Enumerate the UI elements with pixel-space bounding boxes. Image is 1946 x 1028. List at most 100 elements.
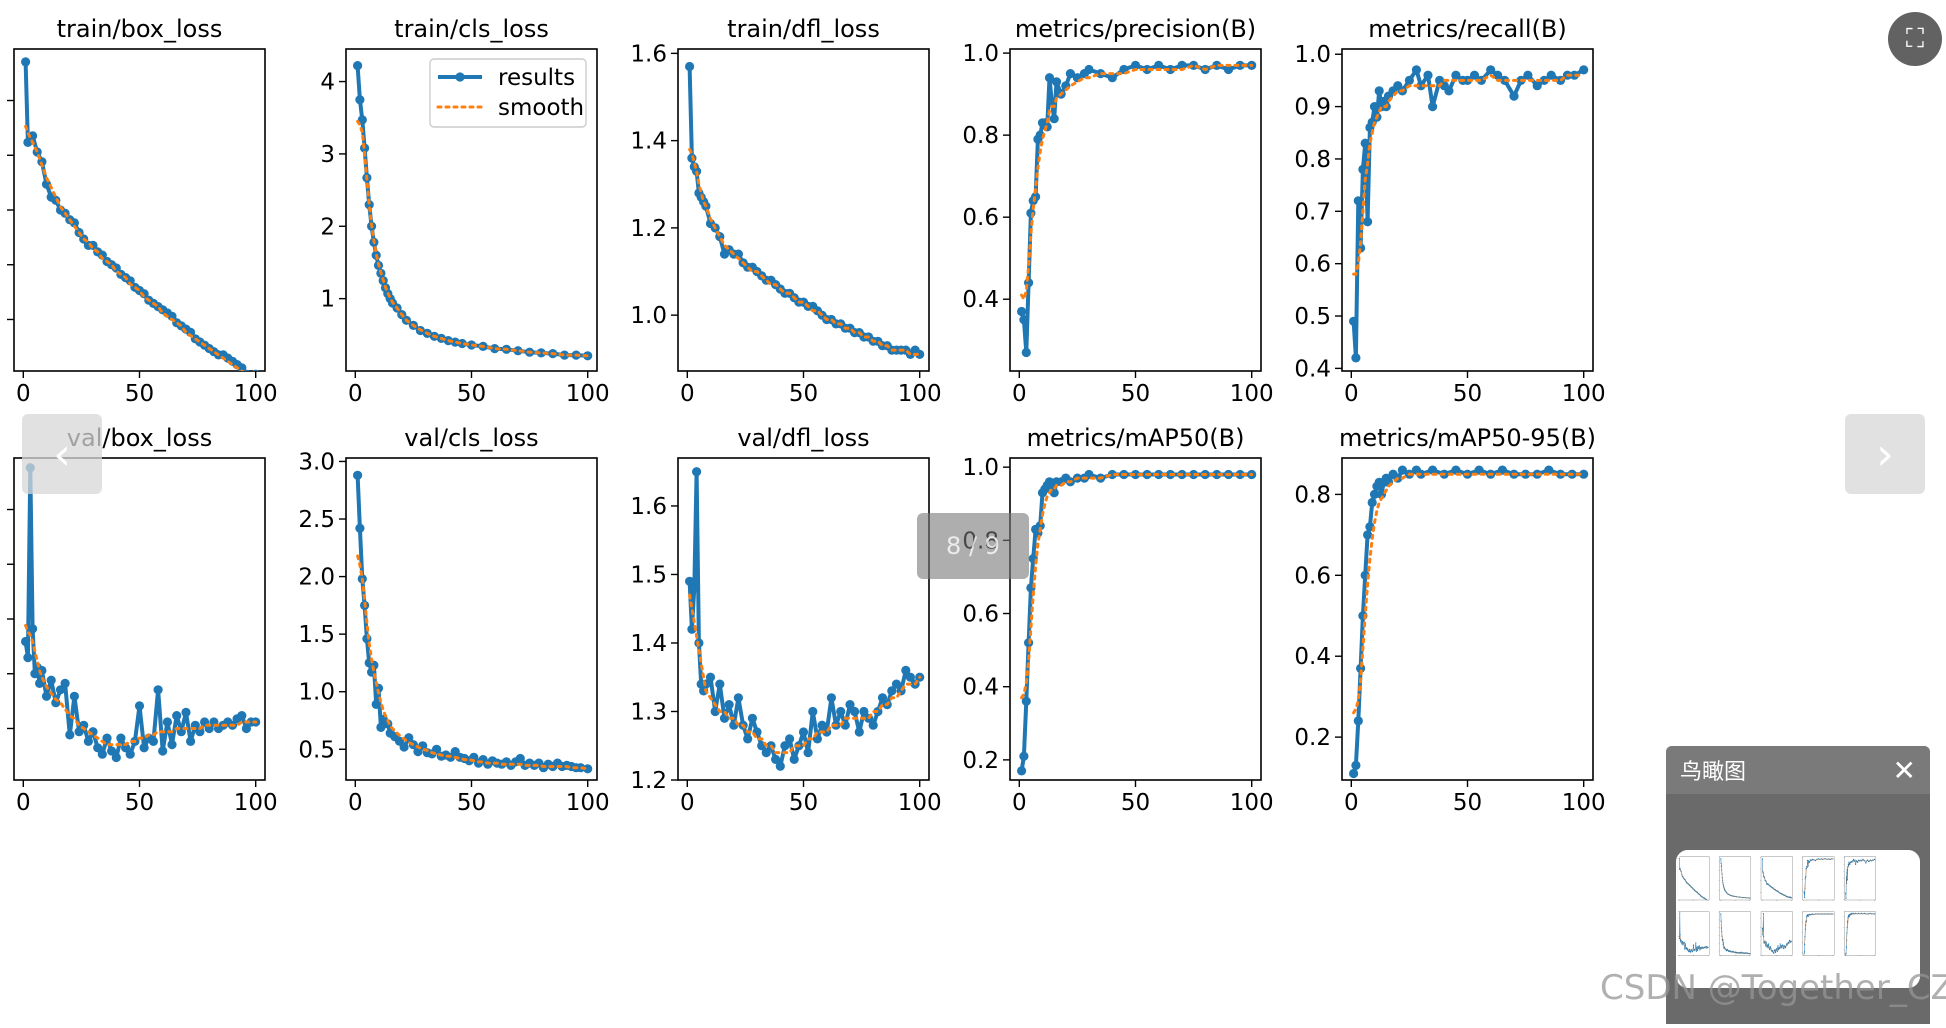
series-line-results	[23, 61, 247, 371]
next-image-button[interactable]: ›	[1845, 414, 1925, 494]
y-tick-label: 1.0	[630, 303, 667, 329]
data-point	[747, 713, 758, 723]
data-point	[1855, 912, 1857, 914]
data-point	[1860, 859, 1862, 861]
y-tick-label: 0.5	[1294, 304, 1331, 330]
data-point	[1416, 81, 1426, 91]
chart-title: metrics/recall(B)	[1368, 15, 1566, 43]
page-counter: 8 / 9	[917, 513, 1029, 579]
data-point	[1696, 949, 1699, 951]
data-point	[1860, 912, 1863, 914]
data-point	[102, 733, 112, 743]
y-tick-label: 1.0	[1294, 42, 1331, 68]
data-point	[724, 700, 734, 710]
data-point	[1693, 950, 1695, 952]
series-line-smooth	[1845, 913, 1875, 947]
data-point	[116, 733, 126, 743]
data-point	[1691, 950, 1693, 952]
data-point	[1369, 102, 1380, 112]
data-point	[1084, 64, 1094, 75]
data-point	[1773, 952, 1775, 954]
y-tick-label: 4	[320, 70, 335, 96]
data-point	[1353, 716, 1363, 726]
data-point	[1784, 947, 1787, 949]
data-point	[1696, 946, 1698, 948]
series-line-smooth	[1679, 866, 1707, 900]
data-point	[357, 115, 367, 125]
watermark: CSDN @Together_CZ	[1600, 968, 1946, 1008]
data-point	[1017, 766, 1027, 776]
chart-title: train/cls_loss	[394, 15, 549, 43]
series-line-smooth	[24, 124, 245, 371]
data-point	[685, 576, 695, 586]
y-tick-label: 3.0	[298, 449, 335, 475]
data-point	[1822, 858, 1824, 860]
data-point	[1363, 217, 1373, 227]
data-point	[1497, 465, 1507, 475]
data-point	[1363, 530, 1373, 540]
data-point	[364, 200, 374, 210]
fullscreen-button[interactable]: ⛶	[1888, 12, 1942, 66]
data-point	[1783, 948, 1785, 950]
data-point	[513, 346, 523, 356]
previous-image-button[interactable]: ‹	[22, 414, 102, 494]
data-point	[1804, 896, 1806, 899]
data-point	[1044, 73, 1055, 83]
axes-frame	[13, 457, 266, 781]
subplot-metrics-recall-b	[1843, 856, 1876, 901]
data-point	[355, 523, 365, 533]
data-point	[353, 61, 363, 71]
data-point	[1683, 941, 1685, 943]
data-point	[1444, 86, 1454, 96]
data-point	[1691, 951, 1693, 953]
data-point	[1803, 951, 1805, 953]
close-icon[interactable]: ✕	[1892, 753, 1916, 787]
data-point	[1787, 942, 1789, 944]
data-point	[83, 736, 93, 747]
data-point	[817, 720, 827, 730]
data-point	[1353, 196, 1363, 206]
series-line-smooth	[24, 623, 258, 747]
y-tick-label: 0.8	[1294, 147, 1331, 173]
x-tick-label: 50	[457, 381, 486, 407]
data-point	[1846, 868, 1848, 870]
data-point	[1740, 896, 1742, 898]
y-tick-label: 1.0	[962, 455, 999, 481]
x-tick-label: 50	[1121, 381, 1150, 407]
y-tick-label: 0.6	[962, 602, 999, 628]
data-point	[1783, 945, 1785, 947]
data-point	[789, 754, 799, 765]
overview-thumbnail[interactable]	[1676, 850, 1920, 988]
data-point	[1021, 696, 1031, 706]
plot-area	[353, 470, 593, 774]
overview-thumbnail-image	[1676, 856, 1876, 957]
data-point	[1049, 114, 1059, 124]
data-point	[93, 743, 103, 753]
x-tick-label: 0	[1344, 790, 1359, 816]
series-line-smooth	[688, 147, 922, 356]
data-point	[1803, 892, 1805, 894]
subplot-val-box-loss	[1676, 911, 1710, 957]
series-line-smooth	[1720, 924, 1750, 954]
data-point	[536, 348, 546, 358]
data-point	[1474, 465, 1484, 475]
data-point	[1790, 897, 1792, 899]
data-point	[97, 749, 107, 759]
data-point	[1730, 950, 1732, 952]
y-tick-label: 0.8	[962, 123, 999, 149]
data-point	[121, 743, 131, 753]
data-point	[1873, 858, 1876, 861]
data-point	[1852, 860, 1854, 862]
plot-area	[685, 467, 925, 771]
plot-area	[21, 463, 261, 763]
data-point	[1223, 64, 1234, 75]
chevron-left-icon: ‹	[53, 428, 71, 480]
data-point	[1778, 947, 1780, 949]
data-point	[1707, 899, 1709, 900]
data-point	[1696, 892, 1699, 894]
data-point	[1774, 948, 1776, 951]
series-line-smooth	[1720, 866, 1750, 899]
overview-viewport-frame[interactable]	[1676, 850, 1920, 988]
subplot-metrics-map50-95-b	[1843, 911, 1876, 957]
chart-title: train/box_loss	[57, 15, 223, 43]
